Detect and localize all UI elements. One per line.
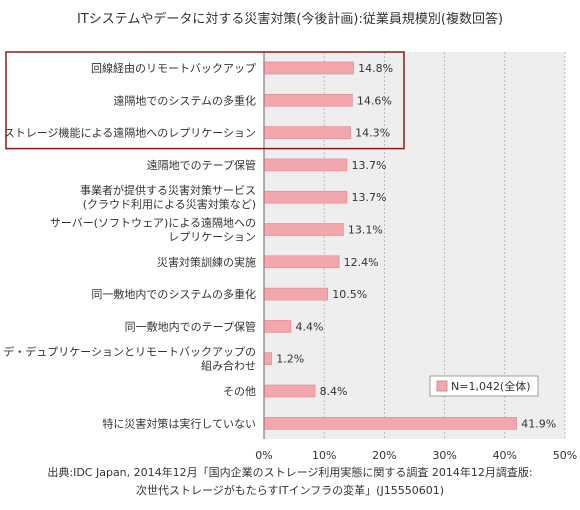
category-label: サーバー(ソフトウェア)による遠隔地への: [50, 217, 256, 230]
highlight-box: [5, 51, 405, 150]
value-label: 13.7%: [351, 159, 386, 172]
category-label: 回線経由のリモートバックアップ: [91, 61, 256, 75]
bar: [264, 287, 329, 301]
bar: [264, 384, 316, 398]
category-label: 事業者が提供する災害対策サービス: [80, 183, 256, 197]
bar: [264, 61, 354, 75]
bar: [264, 320, 292, 333]
category-label: 遠隔地でのテープ保管: [147, 158, 256, 172]
category-label: 同一敷地内でのシステムの多重化: [91, 287, 256, 301]
x-tick-label: 0%: [255, 449, 272, 462]
category-label: 災害対策訓練の実施: [157, 255, 256, 269]
category-label: ストレージ機能による遠隔地へのレプリケーション: [4, 126, 256, 140]
bar: [264, 94, 353, 107]
category-label: 同一敷地内でのテープ保管: [125, 319, 256, 333]
bar: [264, 126, 351, 139]
value-label: 14.3%: [355, 127, 390, 140]
value-label: 1.2%: [276, 353, 304, 366]
value-label: 41.9%: [521, 417, 556, 430]
bar: [264, 255, 340, 269]
legend: N=1,042(全体): [429, 375, 539, 397]
value-label: 14.8%: [358, 62, 393, 75]
category-label: (クラウド利用による災害対策など): [83, 197, 256, 211]
category-label: 特に災害対策は実行していない: [102, 416, 256, 430]
bar: [264, 352, 273, 366]
value-label: 8.4%: [320, 385, 348, 398]
source-line-2: 次世代ストレージがもたらすITインフラの変革」(J15550601): [135, 484, 444, 497]
legend-frame: [429, 375, 539, 397]
value-label: 13.7%: [351, 191, 386, 204]
source-note: 出典:IDC Japan, 2014年12月「国内企業のストレージ利用実態に関す…: [0, 464, 580, 500]
source-line-1: 出典:IDC Japan, 2014年12月「国内企業のストレージ利用実態に関す…: [47, 466, 533, 479]
x-tick-label: 10%: [312, 449, 336, 462]
x-tick-label: 50%: [553, 449, 577, 462]
value-label: 14.6%: [357, 94, 392, 107]
x-tick-label: 30%: [432, 449, 456, 462]
category-label: レプリケーション: [168, 231, 256, 244]
value-label: 10.5%: [332, 288, 367, 301]
category-label: デ・デュプリケーションとリモートバックアップの: [3, 345, 256, 359]
legend-label: N=1,042(全体): [451, 379, 531, 393]
value-label: 4.4%: [295, 320, 323, 333]
bar: [264, 416, 518, 430]
legend-swatch: [436, 380, 448, 392]
category-label: その他: [223, 385, 256, 398]
value-label: 12.4%: [344, 256, 379, 269]
bar: [264, 223, 344, 236]
bar: [264, 190, 348, 204]
category-label: 組み合わせ: [201, 359, 256, 373]
bar: [264, 158, 348, 172]
x-tick-label: 20%: [372, 449, 396, 462]
chart-title: ITシステムやデータに対する災害対策(今後計画):従業員規模別(複数回答): [76, 12, 504, 27]
plot-area: [264, 52, 565, 439]
x-tick-label: 40%: [493, 449, 517, 462]
category-label: 遠隔地でのシステムの多重化: [113, 93, 256, 107]
value-label: 13.1%: [348, 224, 383, 237]
